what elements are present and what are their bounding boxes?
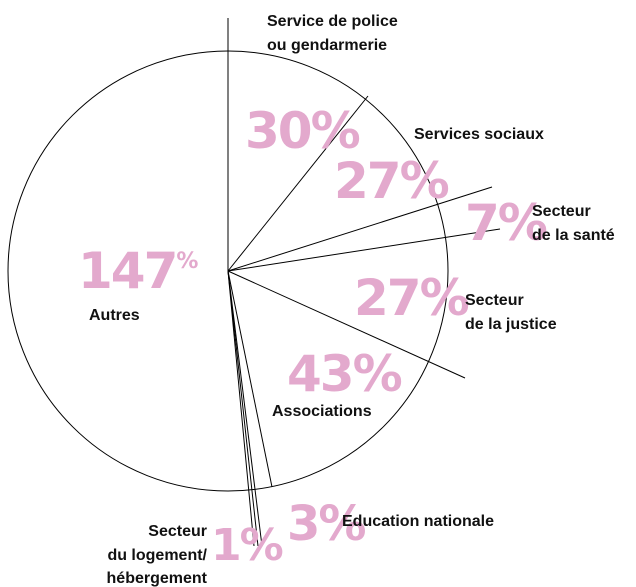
slice-label-logement-1: Secteur [148,523,207,540]
value-label-police: 30% [245,102,360,160]
value-label-sante: 7% [465,194,547,252]
slice-label-sante-2: de la santé [532,227,615,244]
slice-label-logement-2: du logement/ [107,547,207,564]
slice-divider-logement-autres [227,270,255,547]
slice-label-police-1: Service de police [267,13,398,30]
value-label-justice: 27% [354,269,469,327]
slice-label-sociaux: Services sociaux [414,126,544,143]
value-label-education: 3% [287,496,365,552]
slice-divider-police-sociaux [227,95,369,272]
slice-label-sante-1: Secteur [532,203,591,220]
slice-divider-education-logement-a [227,270,263,547]
value-label-sociaux: 27% [334,152,449,210]
slice-label-justice-1: Secteur [465,292,524,309]
value-label-logement: 1% [211,520,283,571]
slice-divider-sociaux-sante [227,186,493,272]
slice-divider-associations-education [227,270,273,488]
slice-label-logement-3: hébergement [107,570,208,587]
slice-label-associations: Associations [272,403,372,420]
value-label-autres: 147% [78,242,198,300]
value-label-autres-number: 147 [78,242,176,300]
slice-label-police-2: ou gendarmerie [267,37,387,54]
value-label-autres-unit: % [176,249,198,274]
slice-divider-sante-justice [227,228,501,272]
value-label-associations: 43% [287,345,402,403]
slice-label-justice-2: de la justice [465,316,557,333]
slice-label-education: Education nationale [342,513,494,530]
slice-label-autres: Autres [89,307,140,324]
slice-divider-education-logement-b [227,270,259,547]
slice-divider-justice-associations [227,270,466,379]
